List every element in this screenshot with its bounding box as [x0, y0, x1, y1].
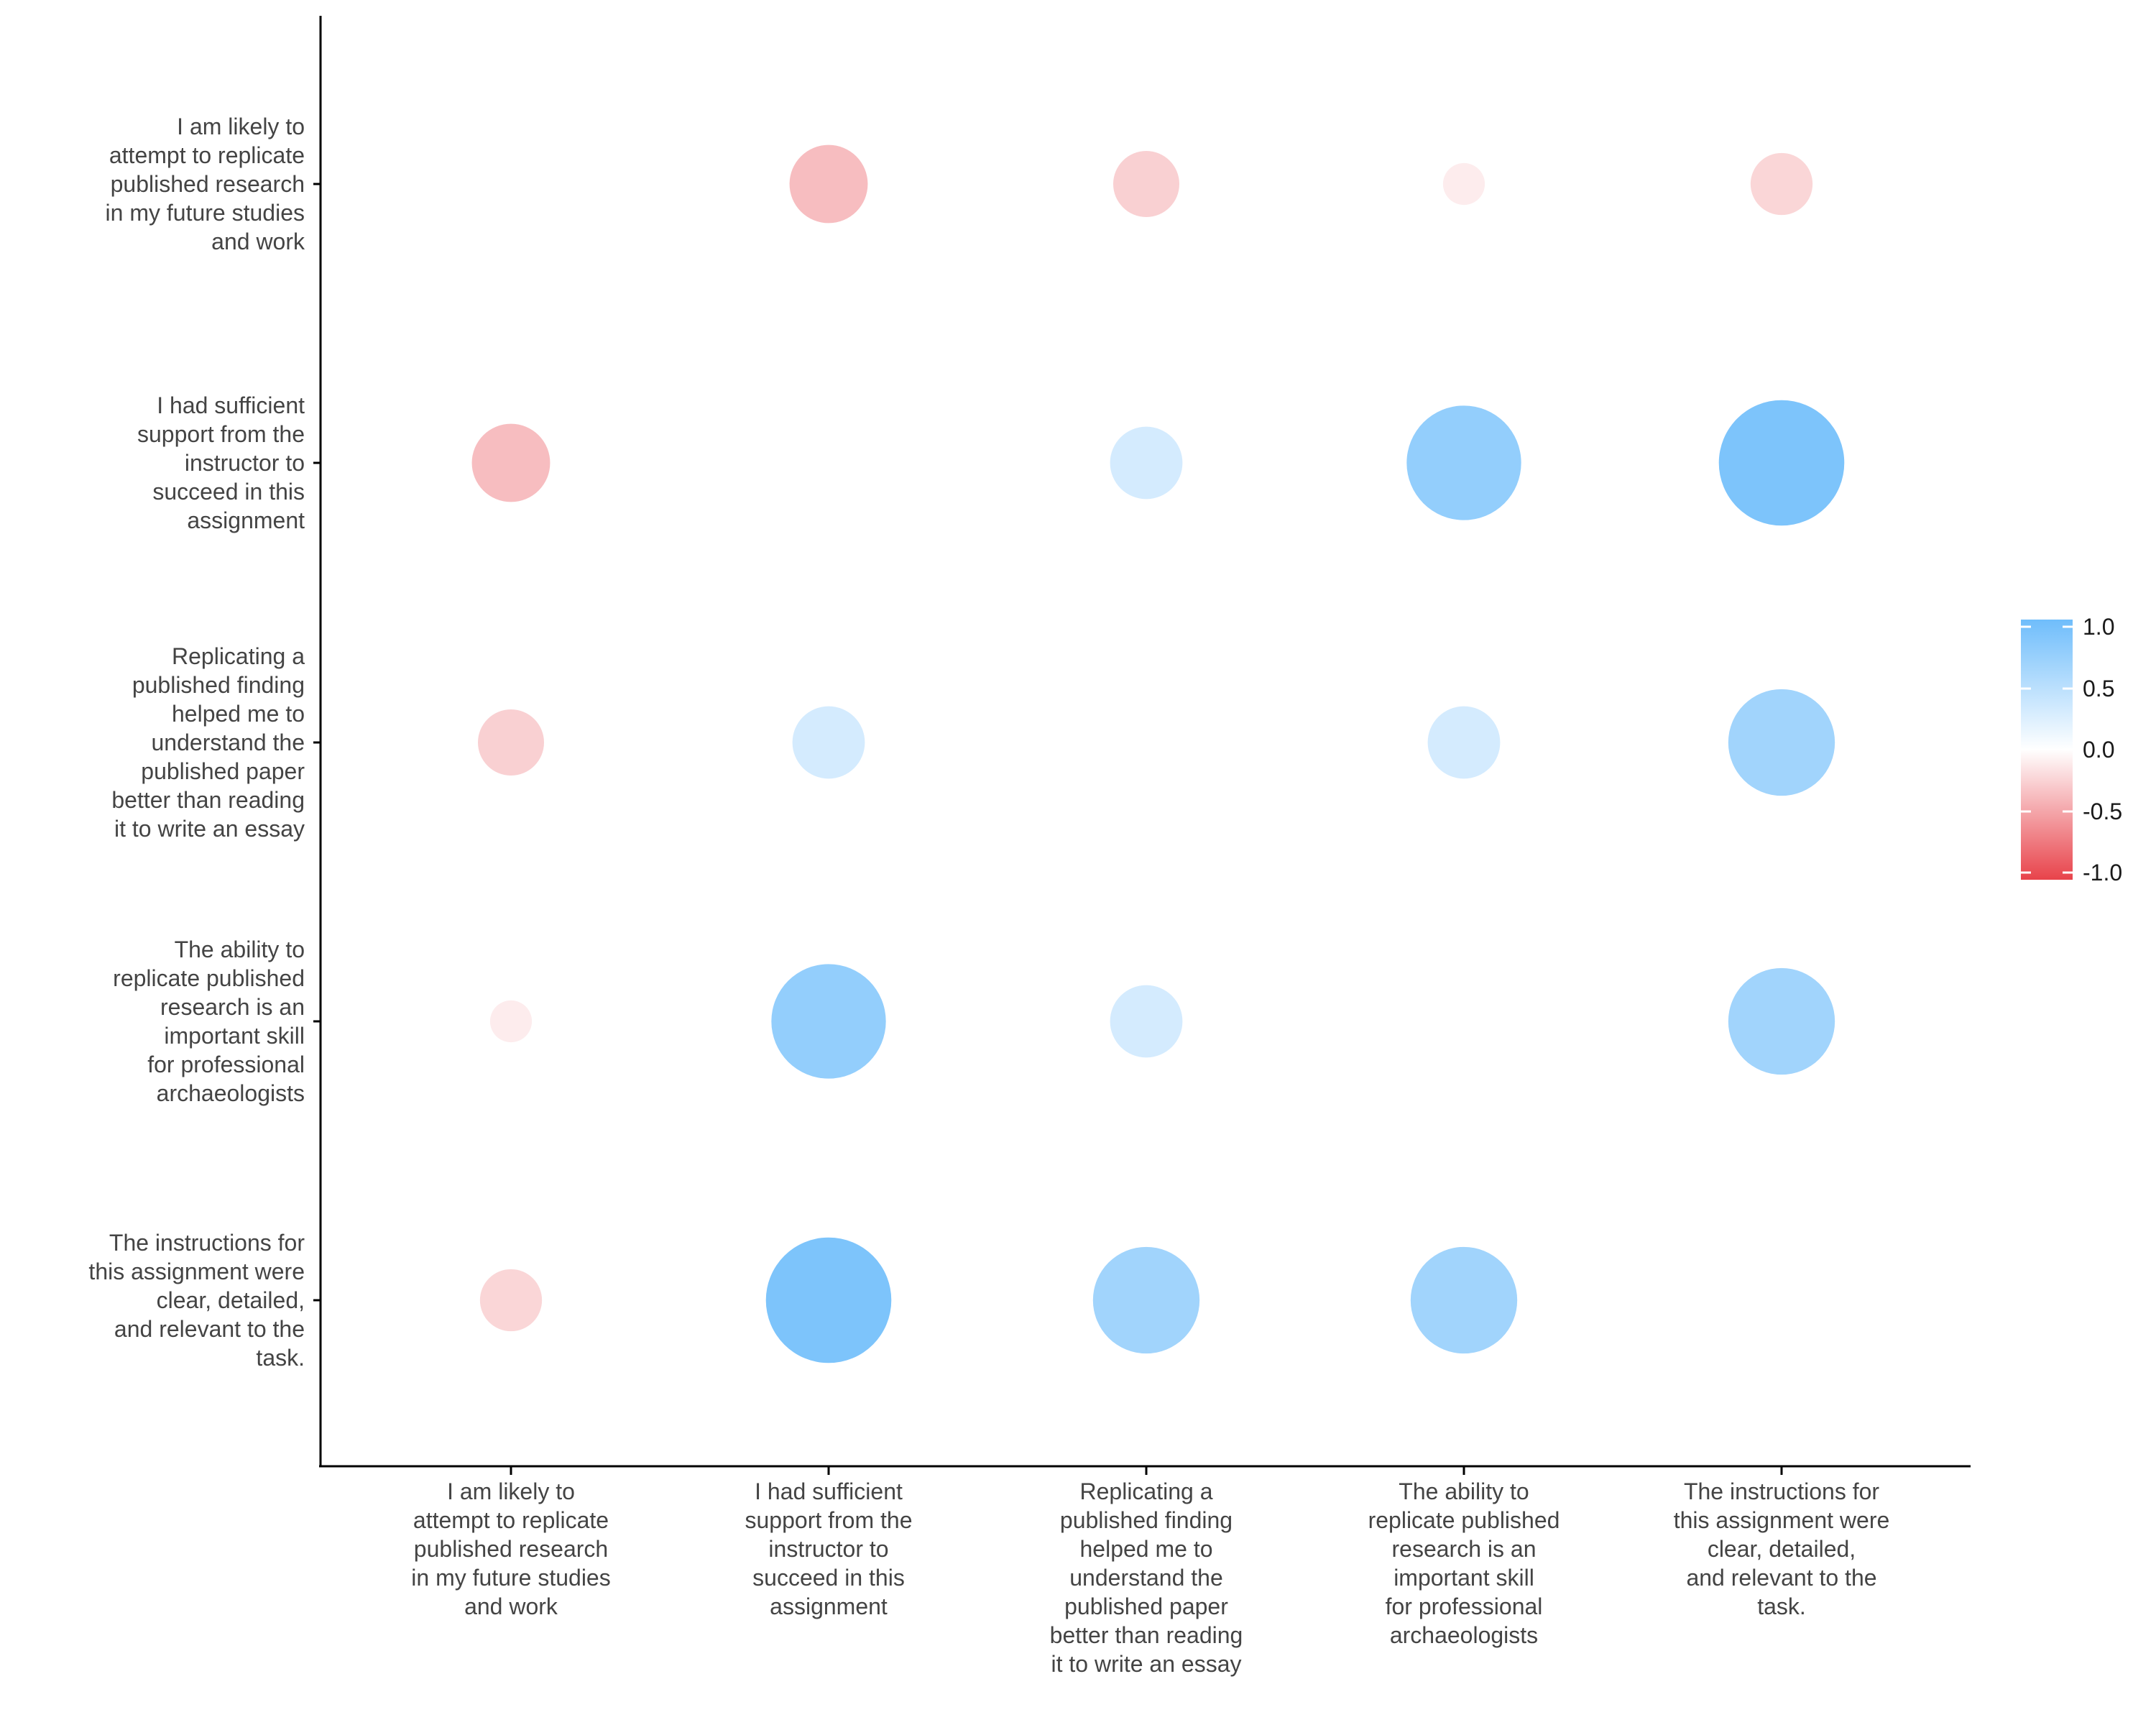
- x-axis-ticks: I am likely to attempt to replicate publis…: [411, 1466, 1889, 1677]
- bubble-r4-c3: [1110, 985, 1183, 1058]
- y-axis-ticks: I am likely to attempt to replicate publis…: [88, 114, 321, 1371]
- y-tick-label-1: I am likely to attempt to replicate publis…: [106, 114, 305, 254]
- bubble-r3-c1: [478, 709, 544, 776]
- bubble-r4-c5: [1728, 967, 1835, 1075]
- bubble-r1-c4: [1442, 162, 1485, 206]
- bubble-r2-c1: [471, 423, 550, 502]
- bubble-layer: [471, 144, 1845, 1363]
- bubble-r1-c5: [1750, 152, 1813, 216]
- bubble-r2-c5: [1718, 400, 1845, 526]
- bubble-r5-c4: [1410, 1246, 1518, 1354]
- y-tick-label-3: Replicating a published finding helped me …: [111, 643, 305, 842]
- bubble-r4-c1: [489, 1000, 533, 1043]
- bubble-r1-c2: [789, 144, 868, 224]
- bubble-r3-c2: [792, 706, 865, 779]
- bubble-r5-c2: [765, 1237, 892, 1363]
- x-tick-label-1: I am likely to attempt to replicate publis…: [411, 1478, 610, 1619]
- bubble-r5-c1: [479, 1269, 543, 1332]
- colorbar-tick-label: 1.0: [2083, 614, 2114, 640]
- x-tick-label-3: Replicating a published finding helped me …: [1050, 1478, 1243, 1677]
- x-tick-label-5: The instructions for this assignment were…: [1674, 1478, 1890, 1619]
- bubble-r2-c4: [1406, 405, 1521, 520]
- colorbar-tick-label: 0.0: [2083, 737, 2114, 763]
- colorbar-tick-label: 0.5: [2083, 676, 2114, 702]
- y-tick-label-5: The instructions for this assignment were…: [88, 1230, 305, 1371]
- bubble-r5-c3: [1092, 1246, 1200, 1354]
- bubble-r2-c3: [1110, 426, 1183, 500]
- bubble-r3-c4: [1427, 706, 1501, 779]
- y-tick-label-2: I had sufficient support from the instruct…: [137, 392, 305, 533]
- colorbar-tick-label: -1.0: [2083, 860, 2122, 886]
- y-tick-label-4: The ability to replicate published researc…: [113, 937, 305, 1106]
- x-tick-label-4: The ability to replicate published researc…: [1368, 1478, 1560, 1648]
- colorbar-legend: 1.0 0.5 0.0 -0.5 -1.0: [2021, 614, 2122, 886]
- colorbar-tick-label: -0.5: [2083, 799, 2122, 824]
- bubble-r4-c2: [771, 964, 886, 1079]
- bubble-r3-c5: [1728, 689, 1835, 796]
- x-tick-label-2: I had sufficient support from the instruct…: [745, 1478, 913, 1619]
- bubble-r1-c3: [1113, 151, 1179, 217]
